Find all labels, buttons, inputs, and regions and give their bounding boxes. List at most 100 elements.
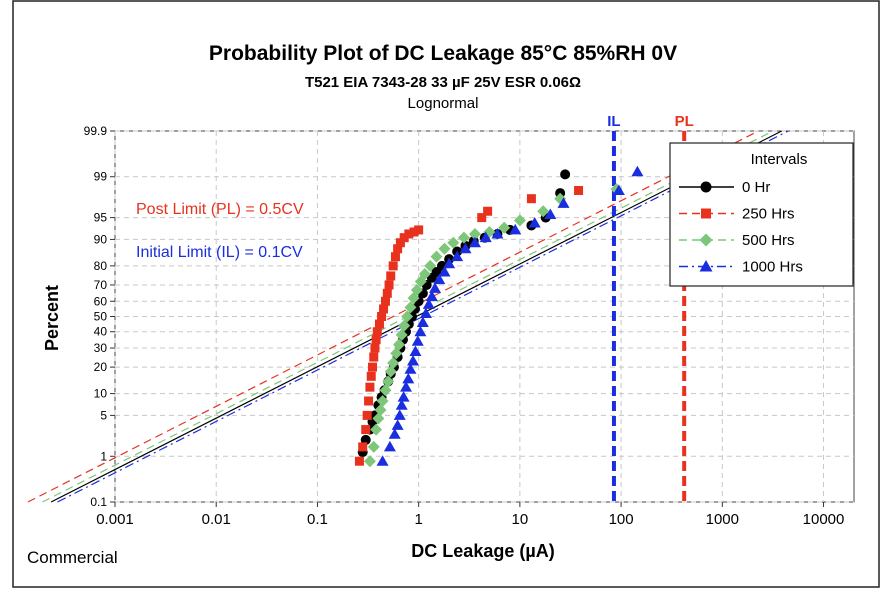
data-point-series-2 (401, 310, 414, 323)
data-points (354, 165, 644, 468)
data-point-series-2 (410, 284, 423, 297)
data-point-series-2 (537, 205, 550, 218)
legend-box (669, 142, 854, 287)
data-point-series-1 (365, 382, 375, 392)
data-point-series-3 (491, 227, 504, 239)
y-tick-label: 50 (94, 310, 108, 324)
data-point-series-2 (438, 242, 451, 255)
data-point-series-1 (377, 312, 387, 321)
fit-line-series-1 (27, 130, 759, 503)
chart-subtitle: T521 EIA 7343-28 33 µF 25V ESR 0.06Ω (305, 74, 581, 91)
data-point-series-2 (424, 259, 437, 272)
data-point-series-2 (393, 338, 406, 351)
y-tick-label: 10 (94, 387, 108, 401)
data-point-series-1 (399, 233, 409, 243)
data-point-series-3 (468, 236, 481, 248)
y-tick-label: 60 (94, 294, 108, 308)
x-tick-label: 100 (609, 511, 634, 528)
data-point-series-2 (498, 221, 511, 234)
reference-label-il: IL (607, 113, 620, 130)
data-point-series-3 (411, 335, 424, 346)
x-tick-label: 10000 (803, 511, 845, 528)
data-point-series-3 (428, 282, 441, 293)
y-tick-label: 1 (100, 449, 107, 463)
y-tick-label: 0.1 (90, 495, 107, 509)
data-point-series-3 (528, 217, 541, 228)
data-point-series-3 (433, 273, 446, 285)
data-point-series-3 (407, 354, 420, 366)
y-tick-label: 70 (94, 278, 108, 292)
data-point-series-3 (443, 257, 456, 269)
reference-label-pl: PL (675, 113, 694, 130)
annotation-initial-limit: Initial Limit (IL) = 0.1CV (136, 244, 303, 261)
data-point-series-1 (372, 327, 382, 337)
data-point-series-1 (366, 371, 376, 381)
data-point-series-3 (409, 345, 422, 357)
y-tick-label: 40 (94, 325, 108, 339)
legend-marker-series-1 (701, 208, 711, 219)
annotation-post-limit: Post Limit (PL) = 0.5CV (136, 201, 304, 218)
fit-line-series-3 (57, 130, 789, 503)
data-point-series-3 (402, 372, 415, 384)
data-point-series-1 (393, 244, 403, 254)
distribution-label: Lognormal (408, 95, 479, 112)
data-point-series-1 (574, 185, 584, 195)
data-point-series-1 (404, 229, 414, 239)
data-point-series-3 (400, 381, 413, 392)
data-point-series-1 (483, 206, 493, 216)
data-point-series-3 (544, 208, 557, 220)
y-tick-label: 20 (94, 360, 108, 374)
y-tick-label: 99.9 (84, 124, 108, 138)
legend-marker-series-2 (699, 233, 713, 247)
x-tick-label: 1000 (706, 511, 739, 528)
data-point-series-1 (477, 213, 487, 223)
data-point-series-2 (374, 403, 387, 416)
data-point-series-3 (395, 399, 408, 410)
data-point-series-2 (404, 301, 417, 314)
y-tick-label: 95 (94, 211, 108, 225)
data-point-series-2 (363, 455, 376, 468)
x-axis-label: DC Leakage (µA) (411, 541, 554, 561)
x-tick-label: 0.001 (96, 511, 134, 528)
data-point-series-1 (369, 352, 379, 362)
chart-title: Probability Plot of DC Leakage 85°C 85%R… (209, 42, 677, 65)
data-point-series-1 (386, 271, 396, 281)
x-tick-label: 0.01 (202, 511, 231, 528)
data-point-series-1 (358, 442, 368, 452)
data-point-series-1 (371, 335, 381, 345)
data-point-series-1 (362, 410, 372, 420)
data-point-series-2 (430, 250, 443, 263)
data-point-series-1 (388, 261, 398, 271)
data-point-series-1 (374, 319, 384, 329)
y-tick-label: 5 (100, 408, 107, 422)
legend-label-series-2: 500 Hrs (742, 232, 795, 249)
data-point-series-1 (364, 396, 374, 406)
y-tick-label: 30 (94, 341, 108, 355)
data-point-series-1 (361, 425, 371, 435)
data-point-series-2 (384, 365, 397, 378)
data-point-series-3 (419, 307, 432, 318)
data-point-series-2 (376, 395, 389, 408)
data-point-series-1 (384, 280, 394, 290)
data-point-series-1 (379, 304, 389, 314)
x-tick-label: 10 (512, 511, 529, 528)
data-point-series-1 (368, 362, 378, 372)
data-point-series-1 (409, 227, 419, 237)
legend-label-series-1: 250 Hrs (742, 206, 795, 223)
data-point-series-1 (390, 252, 400, 262)
data-point-series-3 (631, 165, 644, 177)
data-point-series-2 (367, 440, 380, 453)
data-point-series-3 (376, 455, 389, 466)
data-point-series-3 (451, 250, 464, 262)
data-point-series-3 (397, 391, 410, 402)
legend-title: Intervals (751, 151, 808, 168)
corner-label: Commercial (27, 548, 118, 567)
data-point-series-2 (395, 328, 408, 341)
data-point-series-2 (418, 268, 431, 281)
data-point-series-2 (513, 214, 526, 227)
data-point-series-2 (468, 227, 481, 240)
legend: Intervals 0 Hr 250 Hrs 500 Hrs 1000 Hrs (669, 142, 854, 287)
data-point-series-3 (391, 419, 404, 430)
